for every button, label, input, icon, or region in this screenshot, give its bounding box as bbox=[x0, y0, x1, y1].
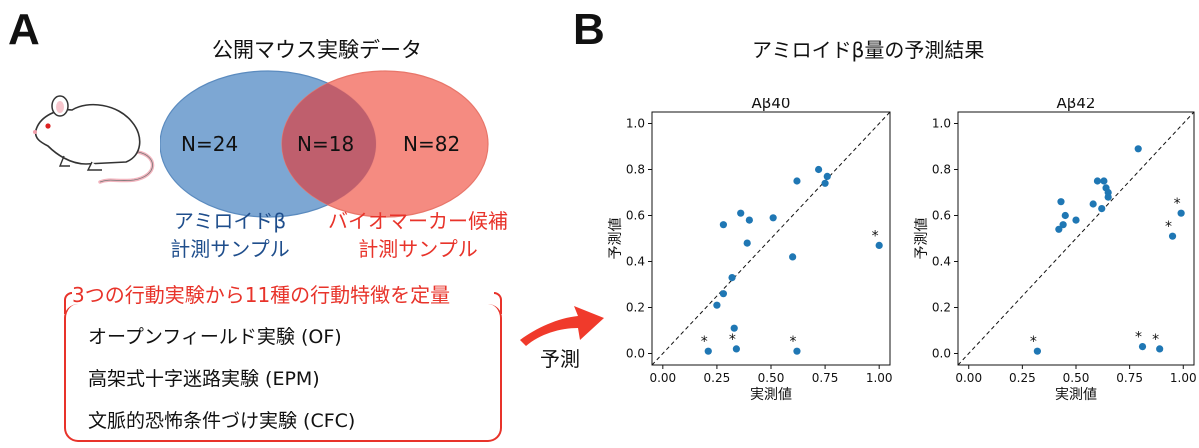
y-tick-label: 1.0 bbox=[626, 117, 645, 131]
significance-marker: * bbox=[1165, 219, 1172, 235]
y-tick-label: 0.2 bbox=[932, 301, 951, 315]
data-point bbox=[1105, 194, 1112, 201]
experiment-item: 文脈的恐怖条件づけ実験 (CFC) bbox=[88, 406, 355, 433]
data-point bbox=[789, 253, 796, 260]
panel-b-letter: B bbox=[573, 8, 605, 52]
chart-title: Aβ40 bbox=[752, 98, 791, 112]
venn-left-count: N=24 bbox=[181, 132, 238, 156]
data-point bbox=[1062, 212, 1069, 219]
scatter-chart-abeta42: Aβ42 0.00 0.25 0.50 0.75 1.00 0.0 0.2 0.4 0.6 0.8 1… bbox=[912, 98, 1199, 448]
x-tick-label: 0.50 bbox=[1063, 371, 1090, 385]
x-tick-label: 0.50 bbox=[758, 371, 785, 385]
panel-a-letter: A bbox=[8, 8, 40, 52]
data-point bbox=[1098, 205, 1105, 212]
y-tick-label: 0.8 bbox=[932, 163, 951, 177]
identity-line bbox=[652, 112, 890, 365]
significance-marker: * bbox=[1152, 332, 1159, 348]
significance-marker: * bbox=[1174, 196, 1181, 212]
data-point bbox=[731, 325, 738, 332]
y-tick-label: 0.6 bbox=[932, 209, 951, 223]
x-tick-label: 0.75 bbox=[1116, 371, 1143, 385]
significance-marker: * bbox=[1135, 330, 1142, 346]
data-point bbox=[1072, 217, 1079, 224]
y-axis-label: 予測値 bbox=[914, 218, 930, 260]
prediction-label: 予測 bbox=[540, 343, 580, 372]
panel-a-title: 公開マウス実験データ bbox=[212, 34, 422, 64]
scatter-chart-abeta40: Aβ40 0.00 0.25 0.50 0.75 1.00 0.0 0.2 0.4 0.6 0.8 1… bbox=[606, 98, 902, 448]
data-point bbox=[1135, 145, 1142, 152]
venn-right-count: N=82 bbox=[403, 132, 460, 156]
x-axis-label: 実測値 bbox=[1055, 387, 1097, 403]
venn-right-label: バイオマーカー候補 計測サンプル bbox=[318, 207, 518, 263]
panel-b-title: アミロイドβ量の予測結果 bbox=[752, 34, 984, 63]
prediction-arrow-icon bbox=[516, 288, 612, 348]
significance-marker: * bbox=[872, 228, 879, 244]
data-point bbox=[824, 173, 831, 180]
y-tick-label: 0.2 bbox=[626, 301, 645, 315]
experiment-item: オープンフィールド実験 (OF) bbox=[88, 322, 342, 349]
significance-marker: * bbox=[701, 334, 708, 350]
data-point bbox=[793, 177, 800, 184]
data-point bbox=[1100, 177, 1107, 184]
x-tick-label: 0.25 bbox=[704, 371, 731, 385]
x-axis-label: 実測値 bbox=[750, 387, 792, 403]
significance-marker: * bbox=[789, 334, 796, 350]
y-axis-label: 予測値 bbox=[608, 218, 624, 260]
mouse-icon bbox=[26, 94, 166, 188]
data-point bbox=[720, 290, 727, 297]
data-point bbox=[737, 210, 744, 217]
significance-marker: * bbox=[1030, 334, 1037, 350]
data-point bbox=[1090, 200, 1097, 207]
y-tick-label: 0.4 bbox=[932, 255, 951, 269]
data-point bbox=[770, 214, 777, 221]
x-tick-label: 0.00 bbox=[955, 371, 982, 385]
data-point bbox=[720, 221, 727, 228]
x-tick-label: 0.75 bbox=[812, 371, 839, 385]
data-point bbox=[1094, 177, 1101, 184]
significance-marker: * bbox=[729, 332, 736, 348]
identity-line bbox=[958, 112, 1194, 365]
y-tick-label: 0.8 bbox=[626, 163, 645, 177]
data-point bbox=[815, 166, 822, 173]
data-point bbox=[728, 274, 735, 281]
y-tick-label: 0.4 bbox=[626, 255, 645, 269]
data-point bbox=[713, 302, 720, 309]
x-tick-label: 1.00 bbox=[866, 371, 893, 385]
data-point bbox=[821, 180, 828, 187]
chart-title: Aβ42 bbox=[1057, 98, 1096, 112]
data-point bbox=[1057, 198, 1064, 205]
y-tick-label: 0.0 bbox=[626, 347, 645, 361]
y-tick-label: 1.0 bbox=[932, 117, 951, 131]
x-tick-label: 0.25 bbox=[1009, 371, 1036, 385]
data-point bbox=[746, 217, 753, 224]
x-tick-label: 1.00 bbox=[1170, 371, 1197, 385]
experiment-item: 高架式十字迷路実験 (EPM) bbox=[88, 364, 320, 391]
y-tick-label: 0.6 bbox=[626, 209, 645, 223]
venn-overlap-count: N=18 bbox=[297, 132, 354, 156]
y-tick-label: 0.0 bbox=[932, 347, 951, 361]
venn-left-label: アミロイドβ 計測サンプル bbox=[150, 207, 310, 263]
x-tick-label: 0.00 bbox=[649, 371, 676, 385]
data-point bbox=[744, 240, 751, 247]
data-point bbox=[1060, 221, 1067, 228]
